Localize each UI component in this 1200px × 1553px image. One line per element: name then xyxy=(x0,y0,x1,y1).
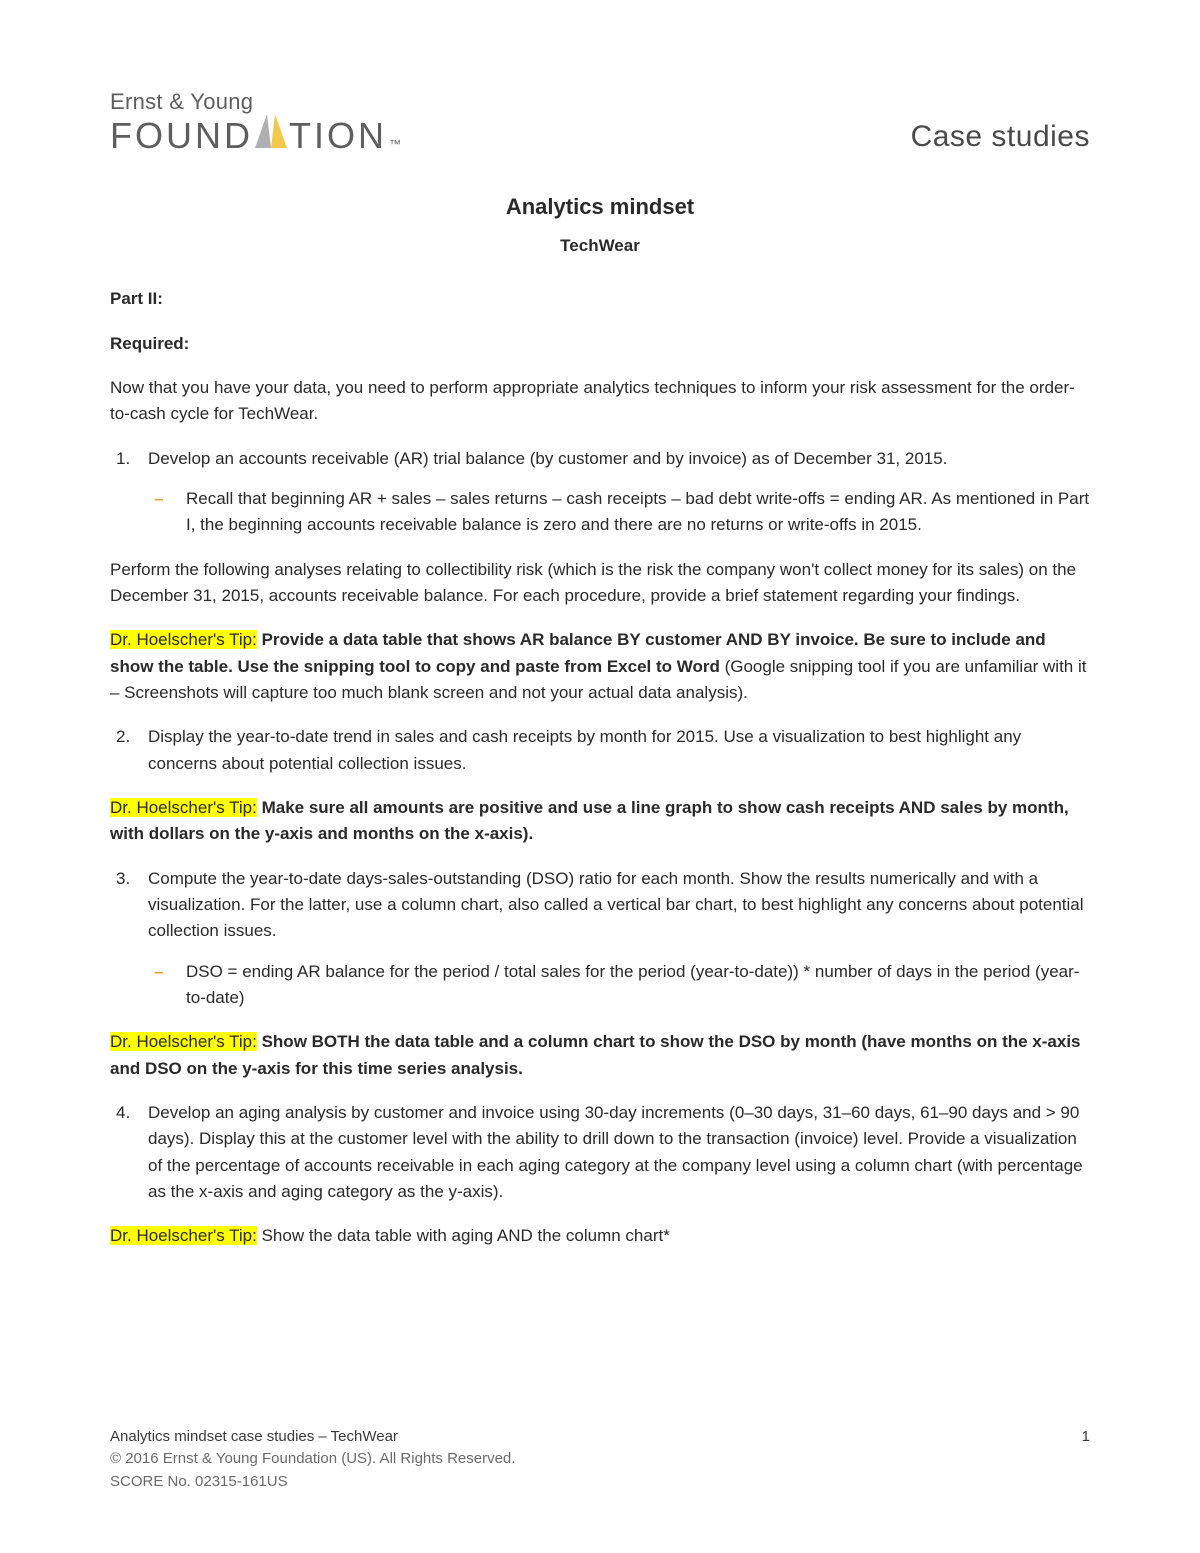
requirements-list-3: Compute the year-to-date days-sales-outs… xyxy=(110,866,1090,1012)
document-title: Analytics mindset xyxy=(110,194,1090,220)
logo-tm: ™ xyxy=(389,138,401,150)
list-item-3: Compute the year-to-date days-sales-outs… xyxy=(110,866,1090,1012)
list-item-2: Display the year-to-date trend in sales … xyxy=(110,724,1090,777)
list-item-1: Develop an accounts receivable (AR) tria… xyxy=(110,446,1090,539)
footer-copyright: © 2016 Ernst & Young Foundation (US). Al… xyxy=(110,1448,1090,1471)
perform-paragraph: Perform the following analyses relating … xyxy=(110,557,1090,610)
item3-text: Compute the year-to-date days-sales-outs… xyxy=(148,869,1084,941)
item1-text: Develop an accounts receivable (AR) tria… xyxy=(148,449,947,468)
logo-text-tion: TION xyxy=(289,118,387,154)
tip4-label: Dr. Hoelscher's Tip: xyxy=(110,1226,257,1245)
item2-text: Display the year-to-date trend in sales … xyxy=(148,727,1021,772)
document-header: Ernst & Young FOUND TION ™ Case studies xyxy=(110,90,1090,154)
part-label: Part II: xyxy=(110,286,1090,312)
document-subtitle: TechWear xyxy=(110,236,1090,256)
logo-line1: Ernst & Young xyxy=(110,90,401,114)
logo-line2: FOUND TION ™ xyxy=(110,114,401,154)
tip1-paragraph: Dr. Hoelscher's Tip: Provide a data tabl… xyxy=(110,627,1090,706)
tip3-paragraph: Dr. Hoelscher's Tip: Show BOTH the data … xyxy=(110,1029,1090,1082)
ey-foundation-logo: Ernst & Young FOUND TION ™ xyxy=(110,90,401,154)
required-label: Required: xyxy=(110,331,1090,357)
footer-score: SCORE No. 02315-161US xyxy=(110,1471,1090,1494)
tip2-label: Dr. Hoelscher's Tip: xyxy=(110,798,257,817)
header-case-studies: Case studies xyxy=(911,120,1090,154)
requirements-list: Develop an accounts receivable (AR) tria… xyxy=(110,446,1090,539)
logo-text-found: FOUND xyxy=(110,118,253,154)
tip3-label: Dr. Hoelscher's Tip: xyxy=(110,1032,257,1051)
tip2-paragraph: Dr. Hoelscher's Tip: Make sure all amoun… xyxy=(110,795,1090,848)
tip4-paragraph: Dr. Hoelscher's Tip: Show the data table… xyxy=(110,1223,1090,1249)
item4-text: Develop an aging analysis by customer an… xyxy=(148,1103,1083,1201)
footer-title: Analytics mindset case studies – TechWea… xyxy=(110,1426,398,1449)
list-item-4: Develop an aging analysis by customer an… xyxy=(110,1100,1090,1205)
document-footer: Analytics mindset case studies – TechWea… xyxy=(110,1426,1090,1494)
item3-subitem: DSO = ending AR balance for the period /… xyxy=(148,959,1090,1012)
requirements-list-4: Develop an aging analysis by customer an… xyxy=(110,1100,1090,1205)
intro-paragraph: Now that you have your data, you need to… xyxy=(110,375,1090,428)
logo-mark-icon xyxy=(255,114,287,148)
tip1-label: Dr. Hoelscher's Tip: xyxy=(110,630,257,649)
footer-page-number: 1 xyxy=(1082,1426,1090,1449)
requirements-list-2: Display the year-to-date trend in sales … xyxy=(110,724,1090,777)
item1-subitem: Recall that beginning AR + sales – sales… xyxy=(148,486,1090,539)
tip4-rest: Show the data table with aging AND the c… xyxy=(257,1226,670,1245)
